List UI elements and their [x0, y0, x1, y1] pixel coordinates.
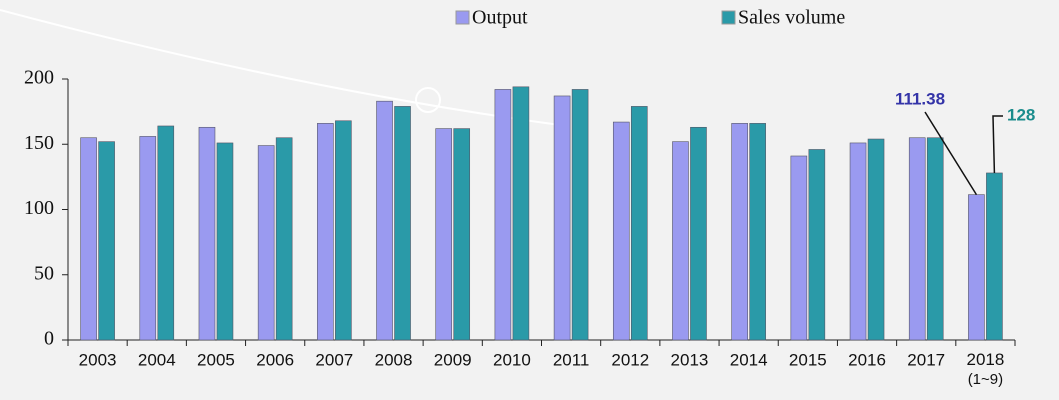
legend-label: Output	[472, 7, 528, 29]
y-tick-label: 50	[34, 262, 54, 284]
bar	[612, 121, 630, 341]
x-tick-label: 2014	[730, 350, 768, 369]
x-tick-label: 2006	[256, 350, 294, 369]
bar	[630, 106, 648, 341]
y-tick-label: 0	[44, 328, 54, 350]
x-tick-label: 2003	[79, 350, 117, 369]
bar	[317, 123, 334, 341]
x-tick-label: 2016	[848, 350, 886, 369]
x-tick-label: 2011	[553, 350, 590, 369]
x-tick-label: 2009	[434, 350, 472, 369]
bar	[453, 128, 471, 341]
y-tick-label: 100	[24, 197, 54, 219]
bar	[808, 149, 826, 341]
data-label: 111.38	[895, 89, 945, 108]
legend-label: Sales volume	[738, 7, 845, 29]
bar	[157, 125, 175, 341]
x-tick-label: 2008	[375, 350, 413, 369]
x-tick-label: 2005	[197, 350, 235, 369]
bar	[926, 137, 944, 341]
bar	[790, 155, 808, 341]
x-tick-label: 2012	[611, 350, 649, 369]
bar	[690, 126, 707, 341]
bar	[731, 123, 748, 341]
bar	[376, 100, 393, 341]
decoration	[415, 87, 441, 113]
bar	[553, 95, 571, 341]
legend-swatch	[455, 10, 470, 25]
x-tick-label: 2015	[789, 350, 827, 369]
bar	[198, 126, 216, 341]
bar	[435, 128, 453, 341]
x-tick-label: 2018 (1~9)	[966, 350, 1004, 387]
y-tick-label: 150	[24, 132, 54, 154]
decoration	[0, 9, 561, 126]
bar	[986, 172, 1003, 341]
x-tick-label: 2017	[907, 350, 945, 369]
bar	[494, 89, 512, 341]
bar	[749, 123, 766, 341]
bar	[275, 137, 293, 341]
leader-line	[924, 111, 978, 196]
bar	[512, 86, 530, 341]
bar	[216, 142, 234, 341]
bar	[335, 120, 352, 341]
bar	[908, 137, 926, 341]
bar	[80, 137, 97, 341]
data-label: 128	[1007, 105, 1035, 124]
bar	[257, 145, 275, 341]
x-tick-label: 2010	[493, 350, 531, 369]
bar	[394, 106, 411, 341]
bar	[849, 142, 867, 341]
x-tick-label: 2013	[671, 350, 709, 369]
x-tick-label: 2007	[315, 350, 353, 369]
bar	[571, 89, 589, 341]
bar	[139, 136, 157, 341]
bar	[867, 138, 885, 341]
bar	[98, 141, 115, 341]
legend-swatch	[721, 10, 736, 25]
leader-line	[992, 115, 1003, 173]
bar	[968, 194, 985, 341]
x-tick-label: 2004	[138, 350, 176, 369]
y-tick-label: 200	[24, 67, 54, 89]
bar	[672, 141, 689, 341]
